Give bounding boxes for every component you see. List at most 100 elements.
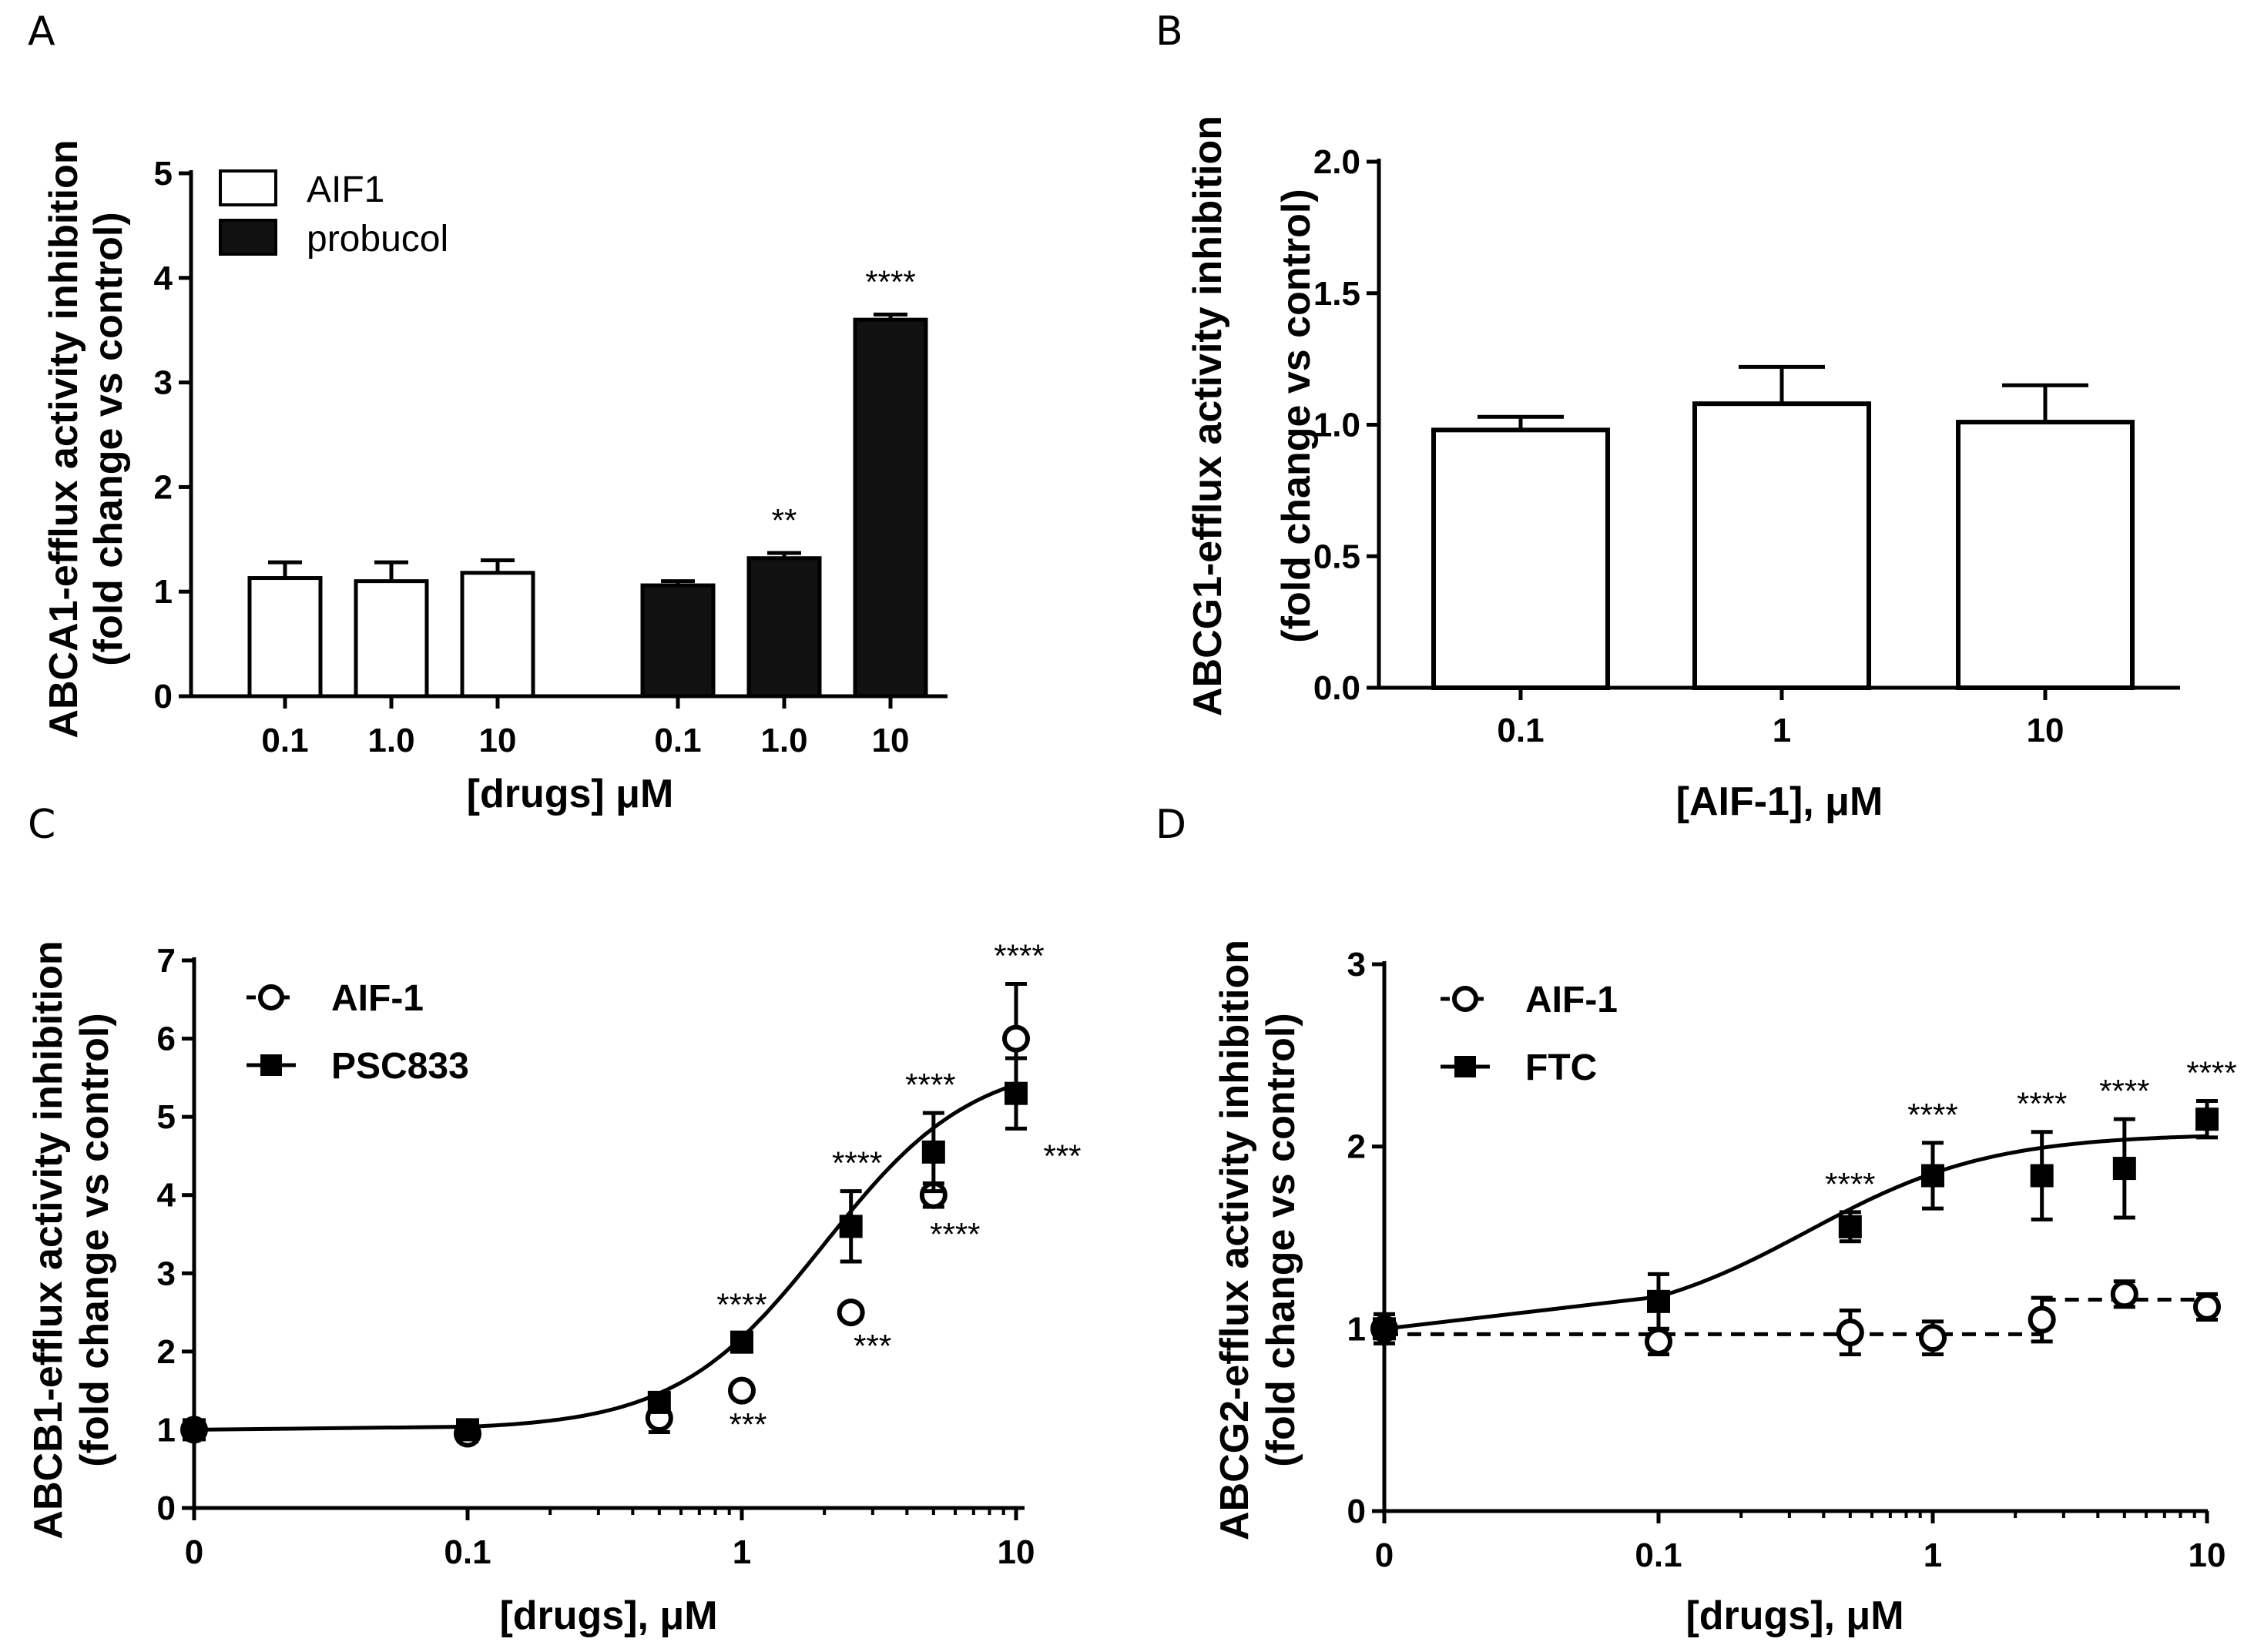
significance-label-FTC: **** <box>1825 1166 1875 1202</box>
y-tick-label: 0 <box>1347 1493 1366 1530</box>
bar-a-AIF1 <box>354 579 429 699</box>
marker-FTC <box>2112 1157 2136 1181</box>
panel-c: C ABCB1-efflux activity inhibition (fold… <box>26 802 1082 1638</box>
bar-a-AIF1 <box>460 571 535 699</box>
y-tick-label: 3 <box>1347 946 1366 983</box>
x-tick-label: 10 <box>998 1533 1035 1571</box>
fit-curve-PSC833 <box>193 1082 1017 1432</box>
x-tick-label: 1 <box>1924 1536 1942 1574</box>
y-tick-label-a: 1 <box>154 573 173 611</box>
legend-swatch-a <box>219 169 277 206</box>
x-tick-label-a: 1.0 <box>760 722 807 759</box>
marker-PSC833 <box>839 1215 863 1238</box>
significance-label-FTC: **** <box>2186 1055 2236 1091</box>
x-tick-label-a: 10 <box>479 722 517 759</box>
marker-AIF-1 <box>2110 1280 2138 1309</box>
y-axis-title-c-line1: ABCB1-efflux activity inhibition <box>26 940 71 1539</box>
marker-FTC <box>1921 1164 1944 1188</box>
significance-label-PSC833: *** <box>1043 1138 1081 1174</box>
significance-label-PSC833: **** <box>832 1145 882 1181</box>
axes-b: 0.0 0.5 1.0 1.5 2.0 0.1 1 10 <box>1313 143 2180 749</box>
y-tick-label: 2 <box>1347 1128 1366 1166</box>
panel-label-b: B <box>1156 8 1183 55</box>
axes-d: 0 1 2 3 0 0.1 1 10 **** **** **** **** **** <box>1347 946 2237 1574</box>
y-tick-label-a: 4 <box>154 260 173 297</box>
y-tick-label: 3 <box>157 1255 176 1292</box>
y-axis-title-c-line2: (fold change vs control) <box>72 1013 117 1466</box>
significance-label-PSC833: **** <box>716 1286 766 1322</box>
y-axis-title-a-line1: ABCA1-efflux activity inhibition <box>42 139 86 738</box>
marker-FTC <box>1838 1215 1862 1238</box>
marker-AIF-1 <box>1919 1324 1947 1352</box>
marker-PSC833 <box>183 1418 206 1442</box>
y-tick-label-a: 0 <box>154 678 173 715</box>
legend-a: AIF1 probucol <box>219 169 448 260</box>
y-tick-label-a: 3 <box>154 364 173 402</box>
y-tick-label: 0 <box>157 1489 176 1527</box>
legend-marker <box>1452 986 1478 1012</box>
y-axis-title-a-line2: (fold change vs control) <box>86 212 131 665</box>
panel-b: B ABCG1-efflux activity inhibition (fold… <box>1156 8 2180 824</box>
x-axis-title-c: [drugs], μM <box>499 1593 717 1638</box>
marker-PSC833 <box>456 1418 479 1442</box>
marker-FTC <box>2030 1164 2054 1188</box>
panel-label-a: A <box>28 8 55 55</box>
marker-AIF-1 <box>728 1376 756 1405</box>
y-tick-label-b: 0.5 <box>1313 538 1360 575</box>
y-tick-label-b: 2.0 <box>1313 143 1360 181</box>
x-axis-title-b: [AIF-1], μM <box>1676 779 1883 824</box>
y-tick-label: 7 <box>157 942 176 980</box>
y-tick-label: 1 <box>1347 1310 1366 1348</box>
marker-AIF-1 <box>2193 1292 2221 1321</box>
y-tick-label: 5 <box>157 1098 176 1136</box>
significance-label-a: **** <box>865 263 915 300</box>
fit-curve-AIF-1 <box>1384 1297 2207 1336</box>
x-tick-label: 0.1 <box>444 1533 491 1571</box>
legend-label-a: probucol <box>307 219 448 260</box>
significance-label-AIF-1: *** <box>729 1406 766 1443</box>
marker-PSC833 <box>730 1330 753 1354</box>
legend-marker <box>1454 1056 1476 1077</box>
bar-a-probucol <box>853 317 928 699</box>
x-axis-title-a: [drugs] μM <box>467 772 674 816</box>
significance-label-FTC: **** <box>2017 1086 2067 1122</box>
marker-AIF-1 <box>1836 1319 1864 1347</box>
panel-a: A ABCA1-efflux activity inhibition (fold… <box>28 8 948 816</box>
legend-label: AIF-1 <box>331 978 424 1019</box>
marker-AIF-1 <box>1002 1024 1030 1053</box>
bar-a-AIF1 <box>247 576 323 699</box>
legend-label: FTC <box>1525 1047 1597 1088</box>
marker-FTC <box>2195 1107 2219 1131</box>
y-tick-label: 2 <box>157 1333 176 1371</box>
legend-label-a: AIF1 <box>307 169 384 210</box>
y-tick-label-b: 1.0 <box>1313 407 1360 444</box>
fit-curve-FTC <box>1384 1134 2208 1331</box>
legend-marker <box>258 984 284 1010</box>
significance-label-PSC833: **** <box>905 1067 955 1103</box>
significance-label-a: ** <box>772 502 797 538</box>
x-axis-title-d: [drugs], μM <box>1685 1593 1903 1638</box>
bar-a-probucol <box>640 583 716 699</box>
x-tick-label: 0 <box>1375 1536 1394 1574</box>
panel-label-d: D <box>1156 802 1186 848</box>
x-tick-label-b: 1 <box>1773 712 1791 749</box>
legend-c: AIF-1 PSC833 <box>247 978 469 1087</box>
x-tick-label-a: 0.1 <box>654 722 701 759</box>
x-tick-label-a: 0.1 <box>261 722 308 759</box>
x-tick-label: 10 <box>2189 1536 2226 1574</box>
legend-d: AIF-1 FTC <box>1441 980 1618 1088</box>
significance-label-AIF-1: *** <box>854 1328 891 1364</box>
significance-label-FTC: **** <box>2099 1073 2149 1109</box>
bar-b <box>1956 420 2135 691</box>
y-axis-title-d-line2: (fold change vs control) <box>1259 1013 1303 1466</box>
y-tick-label-b: 1.5 <box>1313 275 1360 313</box>
significance-label-FTC: **** <box>1907 1097 1957 1133</box>
legend-swatch-a <box>219 219 277 256</box>
marker-FTC <box>1647 1289 1670 1313</box>
y-axis-title-b-line1: ABCG1-efflux activity inhibition <box>1186 116 1230 716</box>
y-tick-label-a: 5 <box>154 155 173 193</box>
legend-label: PSC833 <box>331 1046 469 1087</box>
